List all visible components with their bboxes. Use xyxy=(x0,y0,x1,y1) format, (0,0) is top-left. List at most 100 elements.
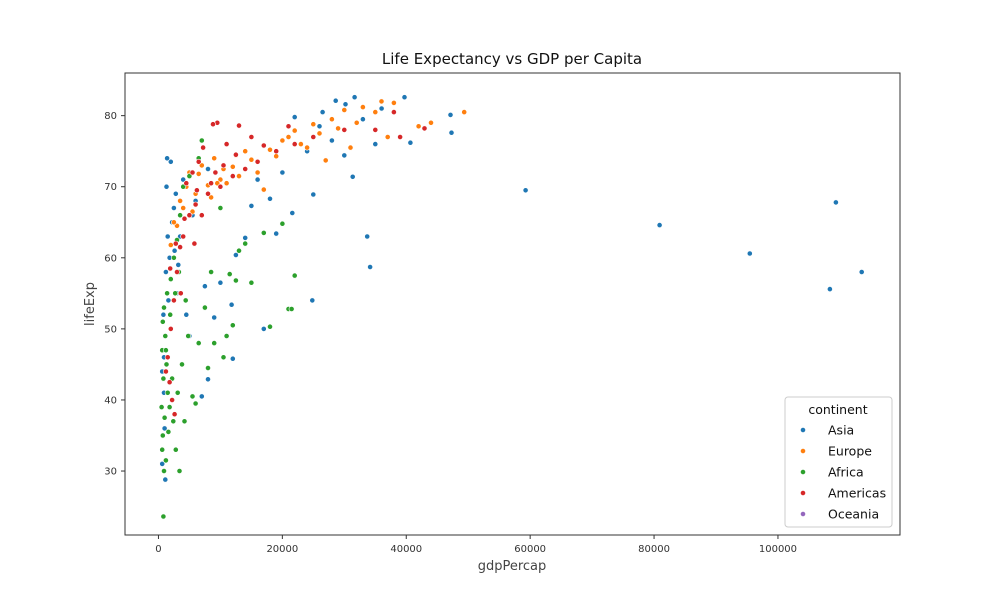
y-tick-label: 50 xyxy=(104,324,117,335)
data-point xyxy=(448,129,455,136)
data-point xyxy=(162,347,169,354)
y-tick-label: 80 xyxy=(104,111,117,122)
data-point xyxy=(177,290,184,297)
data-point xyxy=(228,301,235,308)
data-point xyxy=(161,414,168,421)
data-point xyxy=(335,125,341,132)
data-point xyxy=(217,205,224,211)
plot-frame xyxy=(124,72,901,536)
data-point xyxy=(364,233,371,240)
legend-label: Americas xyxy=(828,486,886,501)
data-point xyxy=(372,109,379,115)
data-point xyxy=(378,98,385,105)
data-point xyxy=(193,187,200,194)
data-point xyxy=(226,271,233,277)
series-africa xyxy=(158,137,298,520)
data-point xyxy=(229,322,236,329)
data-point xyxy=(248,279,255,286)
x-axis-label: gdpPercap xyxy=(478,559,547,574)
data-point xyxy=(242,148,249,155)
data-point xyxy=(176,468,183,474)
data-point xyxy=(316,130,323,137)
data-point xyxy=(167,242,174,248)
data-point xyxy=(160,375,167,382)
data-point xyxy=(164,233,171,240)
data-point xyxy=(297,141,304,147)
data-point xyxy=(208,269,214,275)
data-point xyxy=(191,240,198,247)
data-point xyxy=(273,153,280,160)
data-point xyxy=(208,194,214,201)
data-point xyxy=(189,208,196,215)
data-point xyxy=(158,404,165,410)
y-tick-label: 70 xyxy=(104,182,117,193)
data-point xyxy=(172,240,179,247)
data-point xyxy=(167,311,174,318)
legend-marker xyxy=(800,448,806,454)
data-point xyxy=(160,311,167,318)
data-point xyxy=(192,400,199,407)
data-point xyxy=(351,94,358,101)
data-point xyxy=(367,264,373,270)
data-point xyxy=(186,173,193,179)
data-point xyxy=(260,229,267,236)
points-layer xyxy=(158,94,865,520)
data-point xyxy=(232,252,239,258)
data-point xyxy=(372,126,379,133)
data-point xyxy=(164,354,171,361)
x-tick-label: 100000 xyxy=(759,544,797,555)
data-point xyxy=(217,176,224,183)
legend-label: Oceania xyxy=(828,507,879,522)
data-point xyxy=(285,134,292,140)
data-point xyxy=(291,141,298,147)
y-axis-ticks: 30 40 50 60 70 80 xyxy=(104,111,125,478)
data-point xyxy=(229,355,236,362)
data-point xyxy=(212,169,219,176)
data-point xyxy=(170,297,177,304)
data-point xyxy=(177,212,183,219)
data-point xyxy=(163,361,170,368)
data-point xyxy=(248,134,255,140)
legend-box xyxy=(784,396,893,528)
x-axis-ticks: 0 20000 40000 60000 80000 100000 xyxy=(155,535,797,555)
data-point xyxy=(162,368,169,375)
data-point xyxy=(180,233,187,240)
data-point xyxy=(220,162,227,169)
data-point xyxy=(174,269,180,275)
data-point xyxy=(189,393,196,400)
data-point xyxy=(347,144,354,151)
data-point xyxy=(217,183,224,190)
data-point xyxy=(171,411,178,418)
data-point xyxy=(236,173,242,179)
data-point xyxy=(341,152,348,159)
x-tick-label: 80000 xyxy=(638,544,670,555)
data-point xyxy=(229,163,236,170)
data-point xyxy=(461,109,468,115)
series-americas xyxy=(162,109,428,418)
data-point xyxy=(833,199,839,206)
data-point xyxy=(279,137,286,144)
data-point xyxy=(288,306,295,312)
data-point xyxy=(171,247,178,254)
data-point xyxy=(220,354,227,361)
data-point xyxy=(211,340,218,346)
data-point xyxy=(186,212,193,219)
data-point xyxy=(180,176,187,183)
data-point xyxy=(195,340,202,346)
data-point xyxy=(328,116,335,123)
data-point xyxy=(279,169,286,176)
data-point xyxy=(164,389,171,396)
data-point xyxy=(522,187,529,194)
data-point xyxy=(164,290,170,297)
data-point xyxy=(328,137,335,144)
data-point xyxy=(236,122,242,129)
y-tick-label: 30 xyxy=(104,467,117,478)
data-point xyxy=(166,379,173,386)
data-point xyxy=(195,170,202,177)
data-point xyxy=(169,397,175,403)
data-point xyxy=(205,166,211,172)
data-point xyxy=(236,247,242,254)
data-point xyxy=(167,276,174,282)
